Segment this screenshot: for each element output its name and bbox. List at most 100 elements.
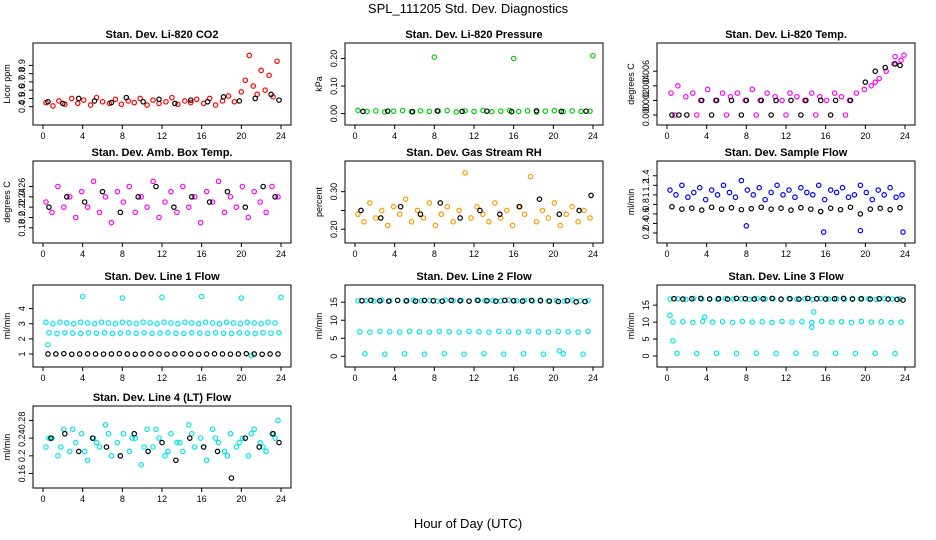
data-point [165, 330, 171, 336]
series-1 [355, 170, 593, 229]
data-point [126, 183, 133, 190]
series-2 [359, 297, 588, 305]
data-point [545, 215, 552, 221]
data-point [124, 351, 131, 357]
data-point [224, 188, 231, 195]
x-tick-label: 4 [80, 249, 85, 259]
data-point [510, 55, 517, 62]
data-point [385, 298, 392, 304]
data-point [200, 444, 207, 450]
data-point [778, 296, 784, 302]
y-tick-label: 15 [329, 297, 339, 307]
data-point [898, 57, 904, 64]
data-point [754, 295, 761, 302]
data-point [81, 448, 88, 455]
data-point [204, 98, 211, 105]
y-tick-label: 0.22 [17, 198, 27, 216]
data-point [149, 330, 155, 337]
data-point [197, 435, 204, 441]
data-point [868, 83, 875, 89]
x-tick-label: 0 [40, 131, 45, 141]
data-point [510, 297, 517, 304]
y-tick-label: 0.10 [329, 77, 339, 95]
data-point [564, 297, 571, 304]
data-point [165, 448, 171, 455]
data-point [62, 330, 68, 336]
data-point [873, 296, 880, 303]
data-point [475, 297, 481, 304]
data-point [583, 108, 589, 114]
data-point [64, 320, 70, 326]
data-point [87, 102, 94, 108]
data-point [390, 108, 397, 114]
data-point [551, 200, 558, 206]
data-point [690, 189, 697, 196]
data-point [508, 108, 515, 115]
data-point [258, 67, 264, 74]
data-point [827, 112, 834, 118]
data-point [590, 52, 596, 59]
data-point [75, 448, 82, 455]
y-tick-label: 1.4 [641, 170, 651, 183]
x-tick-label: 4 [392, 373, 397, 383]
data-point [496, 211, 503, 218]
x-tick-label: 20 [548, 249, 558, 259]
data-point [108, 219, 115, 226]
data-point [897, 204, 903, 211]
panel-9: Stan. Dev. Line 3 Flow ml/min 0 4 8 12 16 20 24 0… [626, 271, 916, 383]
y-tick-label: 2 [17, 336, 27, 341]
data-point [696, 184, 703, 191]
x-tick-label: 8 [120, 249, 125, 259]
data-point [528, 297, 535, 304]
data-point [444, 107, 451, 114]
panel-title: Stan. Dev. Line 1 Flow [104, 271, 220, 283]
data-point [812, 112, 819, 118]
data-point [169, 94, 175, 101]
data-point [174, 209, 180, 216]
data-point [61, 350, 67, 357]
data-point [432, 222, 439, 229]
series-2 [671, 295, 906, 303]
data-point [768, 112, 774, 118]
data-point [708, 204, 715, 211]
data-point [441, 350, 448, 357]
data-point [679, 206, 685, 212]
series-1 [667, 177, 906, 235]
data-point [45, 351, 51, 357]
y-tick-label: 10 [329, 315, 339, 325]
y-tick-label: 0.30 [329, 183, 339, 201]
data-point [693, 350, 700, 357]
data-point [758, 97, 765, 104]
data-point [402, 196, 409, 202]
x-tick-label: 4 [704, 249, 709, 259]
y-tick-label: 0.26 [17, 178, 27, 196]
data-point [837, 206, 844, 213]
data-point [209, 199, 216, 205]
data-point [798, 112, 804, 118]
x-tick-label: 12 [469, 131, 479, 141]
data-point [129, 435, 136, 441]
data-point [882, 64, 888, 71]
plot-frame [32, 405, 292, 489]
y-tick-label: 0.2 [17, 211, 27, 224]
data-point [239, 183, 246, 190]
data-point [698, 207, 705, 213]
data-point [384, 108, 391, 114]
data-point [668, 90, 674, 96]
data-point [408, 218, 415, 225]
data-point [46, 435, 52, 441]
data-point [857, 227, 864, 234]
data-point [545, 329, 552, 335]
x-tick-label: 0 [352, 249, 357, 259]
data-point [863, 189, 870, 196]
data-point [733, 350, 740, 357]
y-tick-label: 10 [641, 317, 651, 327]
data-point [857, 182, 864, 189]
data-point [181, 330, 187, 337]
y-tick-label: 0.6 [17, 84, 27, 97]
data-point [123, 94, 130, 101]
series-2 [45, 91, 282, 107]
data-point [434, 108, 441, 114]
y-tick-label: 0.000 [641, 104, 651, 127]
y-tick-label: 0.00 [329, 105, 339, 123]
